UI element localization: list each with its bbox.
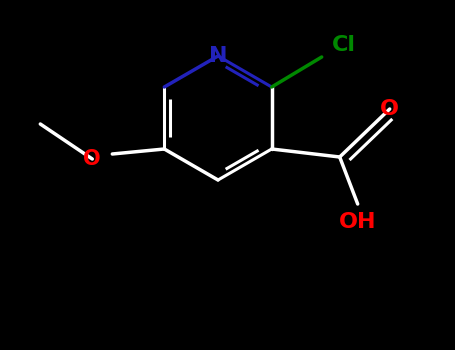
- Text: O: O: [380, 99, 399, 119]
- Text: Cl: Cl: [332, 35, 356, 55]
- Text: O: O: [84, 149, 101, 169]
- Text: N: N: [209, 46, 227, 66]
- Text: OH: OH: [339, 212, 376, 232]
